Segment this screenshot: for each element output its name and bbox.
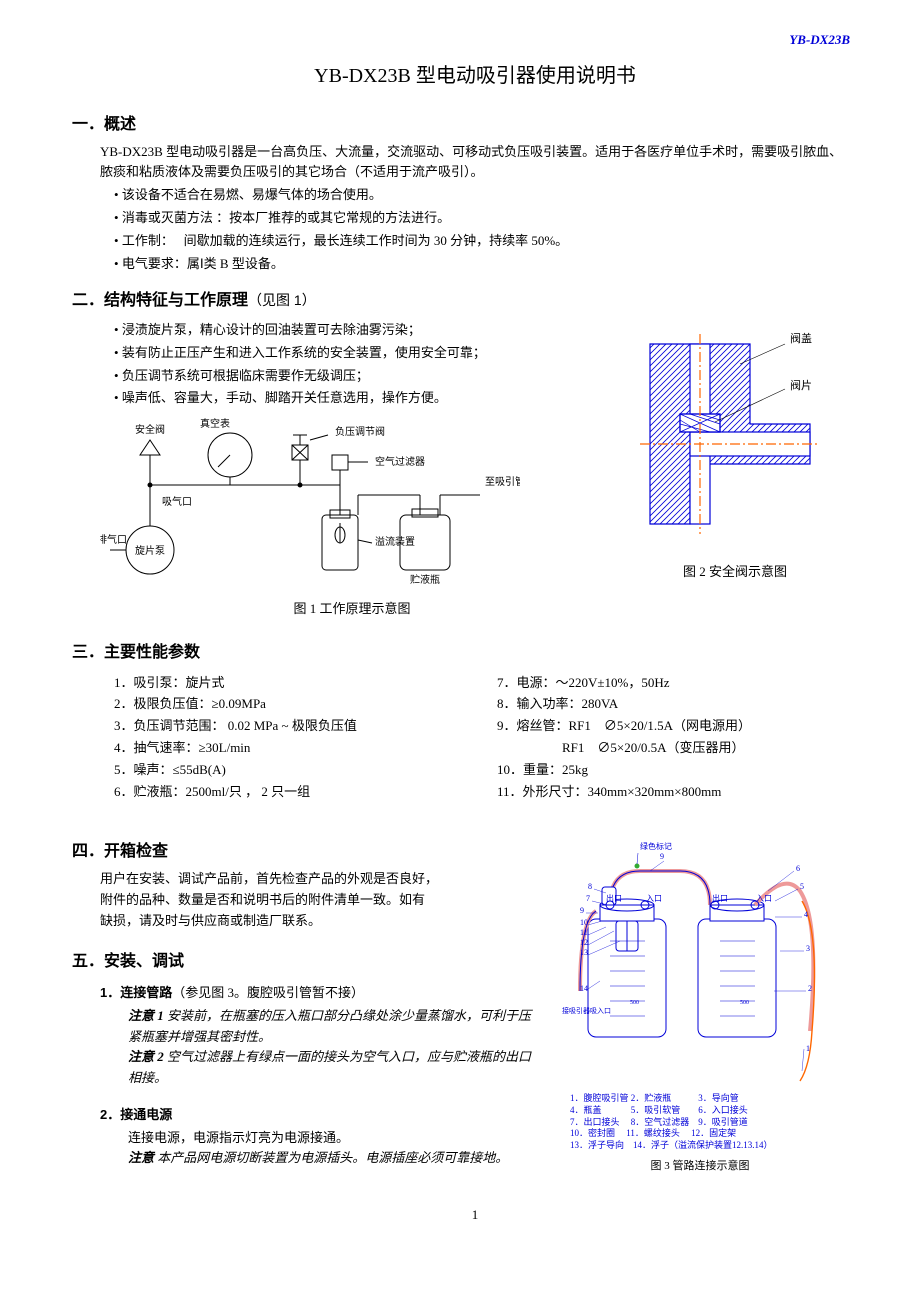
sec1-heading: 一．概述	[72, 112, 850, 138]
sec3-i9b: RF1 ∅5×20/0.5A（变压器用）	[497, 738, 850, 759]
sec3-i9: 9．熔丝管：RF1 ∅5×20/1.5A（网电源用）	[497, 716, 850, 737]
sec2-bullets: 浸渍旋片泵，精心设计的回油装置可去除油雾污染； 装有防止正压产生和进入工作系统的…	[114, 320, 604, 409]
svg-text:出口: 出口	[712, 893, 728, 903]
svg-text:9: 9	[660, 852, 664, 861]
svg-text:8: 8	[588, 882, 592, 891]
svg-text:接吸引器吸入口: 接吸引器吸入口	[562, 1006, 611, 1015]
svg-text:排气口: 排气口	[100, 533, 127, 546]
svg-text:出口: 出口	[606, 893, 622, 903]
sec3-i10: 10．重量：25kg	[497, 760, 850, 781]
sec2-b3: 负压调节系统可根据临床需要作无级调压；	[114, 366, 604, 387]
fig3-legend: 1．腹腔吸引管 2．贮液瓶 3．导向管 4．瓶盖 5．吸引软管 6．入口接头 7…	[570, 1093, 850, 1151]
sec2-b4: 噪声低、容量大，手动、脚踏开关任意选用，操作方便。	[114, 388, 604, 409]
svg-text:12: 12	[580, 938, 588, 947]
svg-text:9: 9	[580, 906, 584, 915]
fig3-caption: 图 3 管路连接示意图	[550, 1158, 850, 1176]
sec3-heading: 三．主要性能参数	[72, 640, 850, 666]
svg-text:7: 7	[586, 894, 590, 903]
sec5-s2-p: 连接电源，电源指示灯亮为电源接通。	[128, 1128, 534, 1149]
figure-3: 500 500	[550, 831, 850, 1175]
figure-2: 阀盖 阀片 图 2 安全阀示意图	[620, 324, 850, 583]
sec4-p1: 用户在安装、调试产品前，首先检查产品的外观是否良好，	[100, 869, 534, 890]
svg-text:入口: 入口	[646, 894, 662, 903]
sec3-i3: 3．负压调节范围： 0.02 MPa ~ 极限负压值	[114, 716, 467, 737]
svg-text:500: 500	[740, 1000, 749, 1006]
svg-text:入口: 入口	[756, 894, 772, 903]
fig2-caption: 图 2 安全阀示意图	[620, 562, 850, 583]
header-model-id: YB-DX23B	[789, 30, 850, 51]
svg-text:13: 13	[580, 948, 588, 957]
sec1-intro: YB-DX23B 型电动吸引器是一台高负压、大流量，交流驱动、可移动式负压吸引装…	[100, 142, 850, 184]
sec3-i2: 2．极限负压值：≥0.09MPa	[114, 694, 467, 715]
svg-text:旋片泵: 旋片泵	[135, 544, 165, 557]
sec3-i1: 1．吸引泵：旋片式	[114, 673, 467, 694]
svg-text:14: 14	[580, 984, 588, 993]
sec3-left: 1．吸引泵：旋片式 2．极限负压值：≥0.09MPa 3．负压调节范围： 0.0…	[114, 673, 467, 803]
sec5-s1-note2: 注意 2 空气过滤器上有绿点一面的接头为空气入口，应与贮液瓶的出口相接。	[128, 1047, 534, 1089]
sec5-s1-h: 1．连接管路（参见图 3。腹腔吸引管暂不接）	[100, 983, 534, 1004]
svg-text:安全阀: 安全阀	[135, 423, 165, 436]
sec1-b2: 消毒或灭菌方法 ：按本厂推荐的或其它常规的方法进行。	[114, 208, 850, 229]
sec4-heading: 四．开箱检查	[72, 839, 534, 865]
sec3-i4: 4．抽气速率：≥30L/min	[114, 738, 467, 759]
svg-text:6: 6	[796, 864, 800, 873]
svg-text:1: 1	[806, 1044, 810, 1053]
sec3-i6: 6．贮液瓶：2500ml/只 ， 2 只一组	[114, 782, 467, 803]
svg-text:溢流装置: 溢流装置	[375, 535, 415, 548]
svg-text:吸气口: 吸气口	[162, 495, 192, 508]
svg-text:贮液瓶: 贮液瓶	[410, 573, 440, 586]
svg-text:10: 10	[580, 918, 588, 927]
sec2-heading: 二．结构特征与工作原理（见图 1）	[72, 288, 850, 314]
svg-text:2: 2	[808, 984, 812, 993]
sec3-i8: 8．输入功率：280VA	[497, 694, 850, 715]
page-number: 1	[100, 1205, 850, 1226]
sec5-s1-note1: 注意 1 安装前，在瓶塞的压入瓶口部分凸缘处涂少量蒸馏水，可利于压紧瓶塞并增强其…	[128, 1006, 534, 1048]
svg-text:空气过滤器: 空气过滤器	[375, 455, 425, 468]
page-title: YB-DX23B 型电动吸引器使用说明书	[100, 60, 850, 92]
sec1-bullets: 该设备不适合在易燃、易爆气体的场合使用。 消毒或灭菌方法 ：按本厂推荐的或其它常…	[114, 185, 850, 274]
sec3-i5: 5．噪声：≤55dB(A)	[114, 760, 467, 781]
sec2-b1: 浸渍旋片泵，精心设计的回油装置可去除油雾污染；	[114, 320, 604, 341]
figure-1: 旋片泵 排气口 吸气口 安全阀 真	[100, 415, 604, 620]
svg-text:5: 5	[800, 882, 804, 891]
sec1-b1: 该设备不适合在易燃、易爆气体的场合使用。	[114, 185, 850, 206]
sec3-right: 7．电源：～220V±10%，50Hz 8．输入功率：280VA 9．熔丝管：R…	[497, 673, 850, 803]
sec3-i11: 11．外形尺寸：340mm×320mm×800mm	[497, 782, 850, 803]
sec1-b3: 工作制： 间歇加载的连续运行，最长连续工作时间为 30 分钟，持续率 50%。	[114, 231, 850, 252]
sec4-p3: 缺损，请及时与供应商或制造厂联系。	[100, 911, 534, 932]
svg-text:绿色标记: 绿色标记	[640, 841, 672, 851]
fig1-caption: 图 1 工作原理示意图	[100, 599, 604, 620]
svg-text:阀片: 阀片	[790, 378, 812, 392]
sec2-b2: 装有防止正压产生和进入工作系统的安全装置，使用安全可靠；	[114, 343, 604, 364]
svg-text:4: 4	[804, 910, 808, 919]
sec1-b4: 电气要求：属Ⅰ类 B 型设备。	[114, 254, 850, 275]
svg-text:真空表: 真空表	[200, 417, 230, 430]
svg-text:负压调节阀: 负压调节阀	[335, 425, 385, 438]
sec5-s2-note: 注意 本产品网电源切断装置为电源插头。电源插座必须可靠接地。	[128, 1148, 534, 1169]
sec5-s2-h: 2．接通电源	[100, 1105, 534, 1126]
svg-text:3: 3	[806, 944, 810, 953]
sec4-p2: 附件的品种、数量是否和说明书后的附件清单一致。如有	[100, 890, 534, 911]
sec3-i7: 7．电源：～220V±10%，50Hz	[497, 673, 850, 694]
sec5-heading: 五．安装、调试	[72, 949, 534, 975]
svg-text:至吸引管: 至吸引管	[485, 475, 520, 488]
svg-text:500: 500	[630, 1000, 639, 1006]
svg-text:阀盖: 阀盖	[790, 331, 812, 345]
svg-text:11: 11	[580, 928, 588, 937]
